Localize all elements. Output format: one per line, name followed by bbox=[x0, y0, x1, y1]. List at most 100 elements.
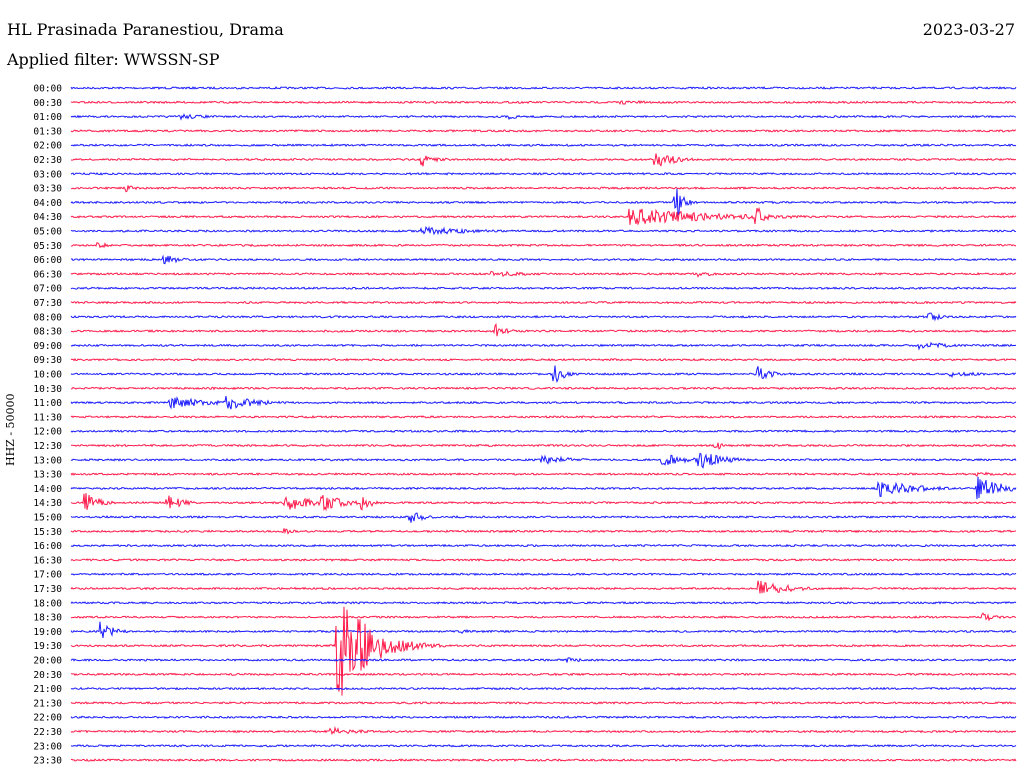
trace-row bbox=[70, 572, 1017, 577]
trace-row bbox=[70, 143, 1017, 148]
trace-row bbox=[70, 758, 1017, 763]
time-tick-label: 11:00 bbox=[33, 398, 62, 409]
trace-row bbox=[70, 606, 1017, 696]
filter-label: Applied filter: bbox=[7, 50, 119, 69]
trace-row bbox=[70, 188, 1017, 217]
time-tick-label: 01:30 bbox=[33, 126, 62, 137]
time-tick-label: 04:00 bbox=[33, 198, 62, 209]
trace-row bbox=[70, 715, 1017, 719]
time-tick-label: 19:30 bbox=[33, 641, 62, 652]
trace-row bbox=[70, 270, 1017, 278]
time-tick-label: 17:00 bbox=[33, 570, 62, 581]
trace-row bbox=[70, 512, 1017, 523]
trace-row bbox=[70, 621, 1017, 639]
time-tick-label: 05:00 bbox=[33, 227, 62, 238]
trace-row bbox=[70, 365, 1017, 383]
time-tick-label: 00:00 bbox=[33, 84, 62, 95]
time-tick-label: 15:00 bbox=[33, 513, 62, 524]
trace-row bbox=[70, 312, 1017, 322]
time-tick-label: 12:30 bbox=[33, 441, 62, 452]
filter-value: WWSSN-SP bbox=[123, 50, 220, 69]
time-tick-label: 06:00 bbox=[33, 255, 62, 266]
trace-row bbox=[70, 657, 1017, 663]
time-tick-label: 13:00 bbox=[33, 455, 62, 466]
time-tick-label: 16:00 bbox=[33, 541, 62, 552]
trace-row bbox=[70, 241, 1017, 249]
filter-line: Applied filter: WWSSN-SP bbox=[7, 50, 220, 69]
time-tick-label: 09:00 bbox=[33, 341, 62, 352]
trace-row bbox=[70, 414, 1017, 419]
trace-row bbox=[70, 113, 1017, 121]
trace-row bbox=[70, 323, 1017, 337]
trace-row bbox=[70, 254, 1017, 265]
trace-row bbox=[71, 672, 1017, 677]
time-tick-label: 07:30 bbox=[33, 298, 62, 309]
time-tick-label: 12:00 bbox=[33, 427, 62, 438]
trace-row bbox=[70, 386, 1017, 391]
time-tick-label: 04:30 bbox=[33, 212, 62, 223]
trace-row bbox=[70, 129, 1017, 133]
time-tick-label: 18:00 bbox=[33, 598, 62, 609]
time-tick-label: 00:30 bbox=[33, 98, 62, 109]
trace-row bbox=[70, 744, 1017, 748]
trace-row bbox=[70, 476, 1017, 500]
time-tick-label: 06:30 bbox=[33, 269, 62, 280]
time-tick-label: 03:00 bbox=[33, 169, 62, 180]
trace-row bbox=[70, 580, 1017, 594]
trace-row bbox=[71, 442, 1017, 450]
trace-row bbox=[70, 686, 1017, 691]
time-tick-label: 01:00 bbox=[33, 112, 62, 123]
trace-row bbox=[70, 429, 1017, 434]
trace-row bbox=[70, 171, 1017, 176]
trace-row bbox=[70, 543, 1017, 548]
time-tick-label: 21:30 bbox=[33, 698, 62, 709]
time-tick-label: 15:30 bbox=[33, 527, 62, 538]
time-tick-label: 19:00 bbox=[33, 627, 62, 638]
time-tick-label: 21:00 bbox=[33, 684, 62, 695]
time-tick-label: 10:00 bbox=[33, 370, 62, 381]
time-tick-label: 18:30 bbox=[33, 613, 62, 624]
time-tick-label: 02:30 bbox=[33, 155, 62, 166]
trace-row bbox=[71, 225, 1017, 236]
trace-row bbox=[70, 493, 1017, 512]
time-tick-label: 20:30 bbox=[33, 670, 62, 681]
time-tick-label: 23:00 bbox=[33, 741, 62, 752]
trace-row bbox=[70, 153, 1017, 167]
trace-row bbox=[70, 185, 1017, 193]
date-label: 2023-03-27 bbox=[922, 20, 1015, 39]
trace-row bbox=[70, 286, 1017, 291]
time-tick-label: 14:00 bbox=[33, 484, 62, 495]
time-tick-label: 14:30 bbox=[33, 498, 62, 509]
trace-row bbox=[70, 86, 1017, 90]
station-title: HL Prasinada Paranestiou, Drama bbox=[7, 20, 284, 39]
time-tick-label: 13:30 bbox=[33, 470, 62, 481]
trace-row bbox=[70, 600, 1017, 605]
trace-row bbox=[70, 300, 1017, 305]
trace-row bbox=[70, 341, 1017, 351]
trace-row bbox=[70, 528, 1017, 535]
trace-row bbox=[70, 395, 1017, 410]
time-tick-label: 23:30 bbox=[33, 756, 62, 767]
time-tick-label: 20:00 bbox=[33, 656, 62, 667]
time-tick-label: 02:00 bbox=[33, 141, 62, 152]
trace-row bbox=[70, 357, 1017, 362]
trace-row bbox=[70, 206, 1017, 226]
time-tick-label: 17:30 bbox=[33, 584, 62, 595]
trace-row bbox=[70, 701, 1016, 705]
time-tick-label: 08:00 bbox=[33, 312, 62, 323]
time-tick-label: 09:30 bbox=[33, 355, 62, 366]
time-tick-label: 22:00 bbox=[33, 713, 62, 724]
time-tick-label: 03:30 bbox=[33, 184, 62, 195]
trace-row bbox=[70, 725, 1017, 736]
trace-row bbox=[70, 452, 1017, 469]
time-tick-label: 08:30 bbox=[33, 327, 62, 338]
trace-row bbox=[70, 612, 1017, 622]
time-tick-label: 07:00 bbox=[33, 284, 62, 295]
time-tick-label: 16:30 bbox=[33, 555, 62, 566]
time-tick-label: 05:30 bbox=[33, 241, 62, 252]
time-tick-label: 11:30 bbox=[33, 412, 62, 423]
time-tick-label: 10:30 bbox=[33, 384, 62, 395]
time-tick-label: 22:30 bbox=[33, 727, 62, 738]
trace-row bbox=[70, 471, 1017, 477]
